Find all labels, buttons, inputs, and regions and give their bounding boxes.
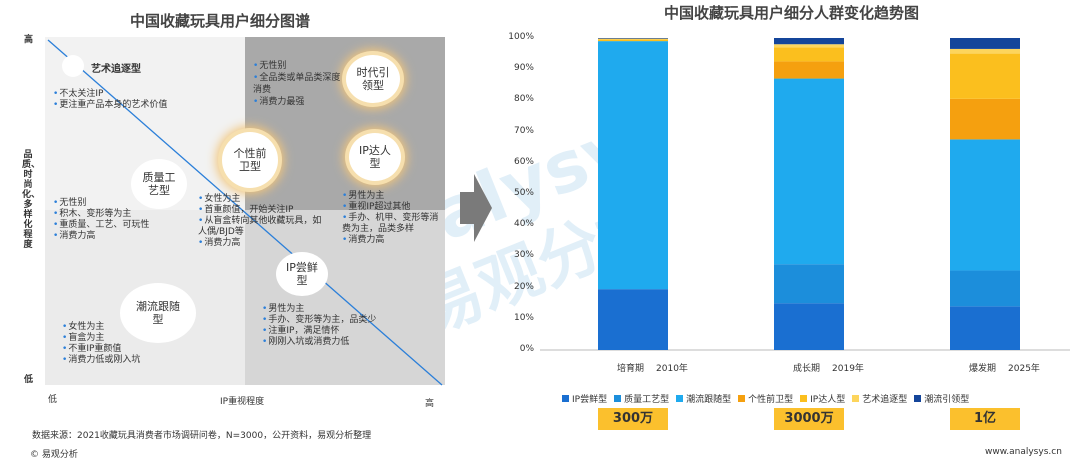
website: www.analysys.cn — [985, 447, 1062, 457]
bar-segment — [774, 47, 844, 62]
x-category-year: 2019年 — [832, 364, 864, 374]
list-trend: 女性为主 盲盒为主 不重IP重颜值 消费力低或刚入坑 — [62, 322, 140, 366]
legend-swatch — [614, 395, 622, 402]
bar-segment — [774, 303, 844, 350]
bar-segment — [598, 38, 668, 40]
y-tick-label: 60% — [513, 156, 534, 167]
bar-segment — [950, 139, 1020, 271]
bar-segment — [950, 306, 1020, 350]
legend-item: IP尝鲜型 — [562, 392, 607, 405]
y-tick-label: 30% — [513, 250, 534, 261]
bar-segment — [598, 39, 668, 42]
x-axis-high: 高 — [425, 399, 435, 409]
bar-segment — [774, 264, 844, 304]
bar-segment — [774, 44, 844, 48]
legend-item: 个性前卫型 — [738, 392, 793, 405]
x-axis-label: IP重视程度 — [220, 397, 265, 407]
x-category-stage: 成长期 — [793, 364, 821, 374]
legend-label: 个性前卫型 — [748, 395, 794, 405]
y-tick-label: 80% — [513, 94, 534, 105]
bubble-ip-master: IP达人型 — [349, 133, 401, 181]
y-axis-low: 低 — [24, 375, 34, 385]
list-tastemaker: 无性别 全品类或单品类深度消费 消费力最强 — [253, 60, 345, 108]
legend-swatch — [852, 395, 860, 402]
legend-item: IP达人型 — [800, 392, 845, 405]
list-art: 不太关注IP 更注重产品本身的艺术价值 — [53, 89, 167, 111]
legend-swatch — [562, 395, 569, 402]
bar-segment — [950, 270, 1020, 307]
y-tick-label: 20% — [513, 281, 534, 292]
x-category-stage: 爆发期 — [969, 364, 997, 374]
legend-item: 潮流跟随型 — [676, 392, 731, 405]
bar-segment — [774, 78, 844, 265]
legend-swatch — [914, 395, 922, 402]
legend-swatch — [738, 395, 746, 402]
legend-label: 质量工艺型 — [624, 395, 670, 405]
y-axis-label: 品质、时尚化、多样化程度 — [22, 150, 41, 250]
source-note: 数据来源：2021收藏玩具消费者市场调研问卷，N=3000，公开资料，易观分析整… — [32, 431, 372, 441]
x-category-year: 2010年 — [656, 364, 688, 374]
list-ip-taster: 男性为主 手办、变形等为主，品类少 注重IP，满足情怀 刚刚入坑或消费力低 — [262, 304, 376, 348]
y-tick-label: 0% — [519, 344, 534, 354]
list-quality: 无性别 积木、变形等为主 重质量、工艺、可玩性 消费力高 — [53, 198, 149, 242]
list-avantgarde: 女性为主 首重颜值，开始关注IP 从盲盒转向其他收藏玩具，如人偶/BJD等 消费… — [198, 194, 323, 249]
x-category-label: 成长期 2019年 — [793, 361, 864, 374]
x-axis-low: 低 — [48, 395, 58, 405]
legend-item: 潮流引领型 — [914, 392, 969, 405]
legend-swatch — [800, 395, 808, 402]
bubble-ip-taster: IP尝鲜型 — [276, 252, 328, 296]
bar-segment — [774, 38, 844, 45]
y-tick-label: 50% — [513, 188, 534, 198]
total-2025: 1亿 — [950, 408, 1020, 430]
legend-label: 潮流跟随型 — [686, 395, 732, 405]
legend-swatch — [676, 395, 684, 402]
bar-segment — [950, 48, 1020, 54]
bubble-art — [62, 55, 84, 77]
copyright: © 易观分析 — [30, 450, 78, 460]
legend-label: 潮流引领型 — [924, 395, 970, 405]
bar-segment — [598, 289, 668, 350]
label-art: 艺术追逐型 — [91, 64, 141, 75]
y-tick-label: 90% — [513, 63, 534, 74]
x-category-label: 爆发期 2025年 — [969, 361, 1040, 374]
y-tick-label: 40% — [513, 219, 534, 230]
arrow-right-icon — [460, 174, 492, 242]
y-tick-label: 100% — [508, 32, 534, 42]
bubble-avantgarde: 个性前卫型 — [222, 132, 278, 188]
bubble-tastemaker: 时代引领型 — [346, 55, 400, 103]
legend-label: 艺术追逐型 — [862, 395, 908, 405]
bar-segment — [598, 41, 668, 290]
list-ip-master: 男性为主 重视IP超过其他 手办、机甲、变形等消费为主，品类多样 消费力高 — [342, 191, 444, 246]
x-category-stage: 培育期 — [617, 364, 645, 374]
right-title: 中国收藏玩具用户细分人群变化趋势图 — [664, 4, 920, 22]
legend-item: 艺术追逐型 — [852, 392, 907, 405]
total-2019: 3000万 — [774, 408, 844, 430]
legend-label: IP达人型 — [810, 395, 846, 405]
bar-segment — [774, 61, 844, 79]
y-axis-high: 高 — [24, 35, 34, 45]
y-tick-label: 10% — [513, 312, 534, 323]
x-category-year: 2025年 — [1008, 364, 1040, 374]
bar-segment — [950, 98, 1020, 140]
stacked-bar-chart — [540, 38, 1070, 351]
legend-item: 质量工艺型 — [614, 392, 669, 405]
bar-segment — [950, 38, 1020, 49]
bar-segment — [950, 53, 1020, 99]
y-tick-label: 70% — [513, 125, 534, 136]
left-title: 中国收藏玩具用户细分图谱 — [130, 12, 311, 30]
total-2010: 300万 — [598, 408, 668, 430]
legend-label: IP尝鲜型 — [572, 395, 608, 405]
chart-legend: IP尝鲜型 质量工艺型 潮流跟随型 个性前卫型 IP达人型 艺术追逐型 潮流引领型 — [562, 387, 976, 406]
bar-segment — [598, 38, 668, 39]
x-category-label: 培育期 2010年 — [617, 361, 688, 374]
